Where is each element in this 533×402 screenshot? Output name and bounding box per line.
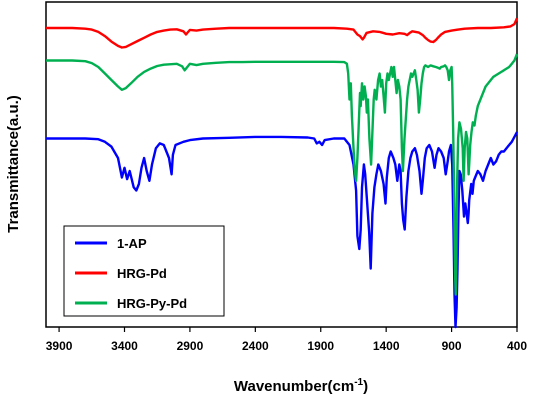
legend-label: HRG-Pd: [117, 266, 167, 281]
legend-box: [63, 225, 225, 317]
x-axis-title: Wavenumber(cm-1): [234, 377, 368, 395]
legend-items: 1-AP HRG-Pd HRG-Py-Pd: [75, 236, 187, 311]
x-tick-label: 2900: [177, 339, 204, 353]
x-axis-title-main: Wavenumber(cm: [234, 378, 354, 395]
x-tick-label: 1400: [373, 339, 400, 353]
x-tick-label: 2400: [242, 339, 269, 353]
y-axis-title: Transmittance(a.u.): [5, 95, 22, 233]
x-tick-label: 3400: [111, 339, 138, 353]
x-tick-label: 900: [442, 339, 462, 353]
x-tick-label: 1900: [307, 339, 334, 353]
x-tick-label: 3900: [46, 339, 73, 353]
plot-frame: [45, 1, 518, 328]
series-line-1-ap: [46, 131, 519, 329]
x-axis-title-close: ): [363, 378, 368, 395]
x-axis-ticks: 3900 3400 2900 2400 1900 1400 900 400: [46, 327, 527, 353]
x-tick-label: 400: [507, 339, 527, 353]
legend-label: 1-AP: [117, 236, 147, 251]
series-line-hrg-pd: [46, 17, 519, 49]
x-axis-title-superscript: -1: [354, 377, 363, 388]
legend-label: HRG-Py-Pd: [117, 296, 187, 311]
series-line-hrg-py-pd: [46, 53, 519, 296]
legend: 1-AP HRG-Pd HRG-Py-Pd: [63, 225, 225, 317]
series-group: [46, 17, 519, 329]
